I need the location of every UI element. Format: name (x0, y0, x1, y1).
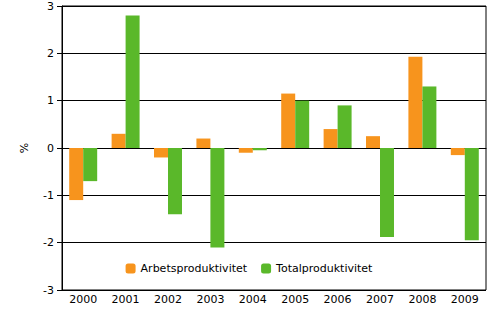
svg-text:2003: 2003 (196, 293, 224, 306)
svg-text:Totalproduktivitet: Totalproduktivitet (275, 262, 373, 275)
svg-text:2007: 2007 (366, 293, 394, 306)
svg-text:2001: 2001 (112, 293, 140, 306)
svg-text:2002: 2002 (154, 293, 182, 306)
svg-text:2006: 2006 (324, 293, 352, 306)
svg-text:2009: 2009 (451, 293, 479, 306)
svg-text:0: 0 (47, 142, 54, 155)
svg-text:-3: -3 (43, 284, 54, 297)
svg-text:2008: 2008 (408, 293, 436, 306)
svg-text:-2: -2 (43, 236, 54, 249)
svg-text:-1: -1 (43, 189, 54, 202)
svg-text:2000: 2000 (69, 293, 97, 306)
svg-text:2005: 2005 (281, 293, 309, 306)
svg-text:%: % (18, 143, 31, 153)
svg-text:1: 1 (47, 94, 54, 107)
svg-text:2: 2 (47, 47, 54, 60)
svg-text:2004: 2004 (239, 293, 267, 306)
svg-text:Arbetsproduktivitet: Arbetsproduktivitet (141, 262, 248, 275)
svg-text:3: 3 (47, 0, 54, 13)
